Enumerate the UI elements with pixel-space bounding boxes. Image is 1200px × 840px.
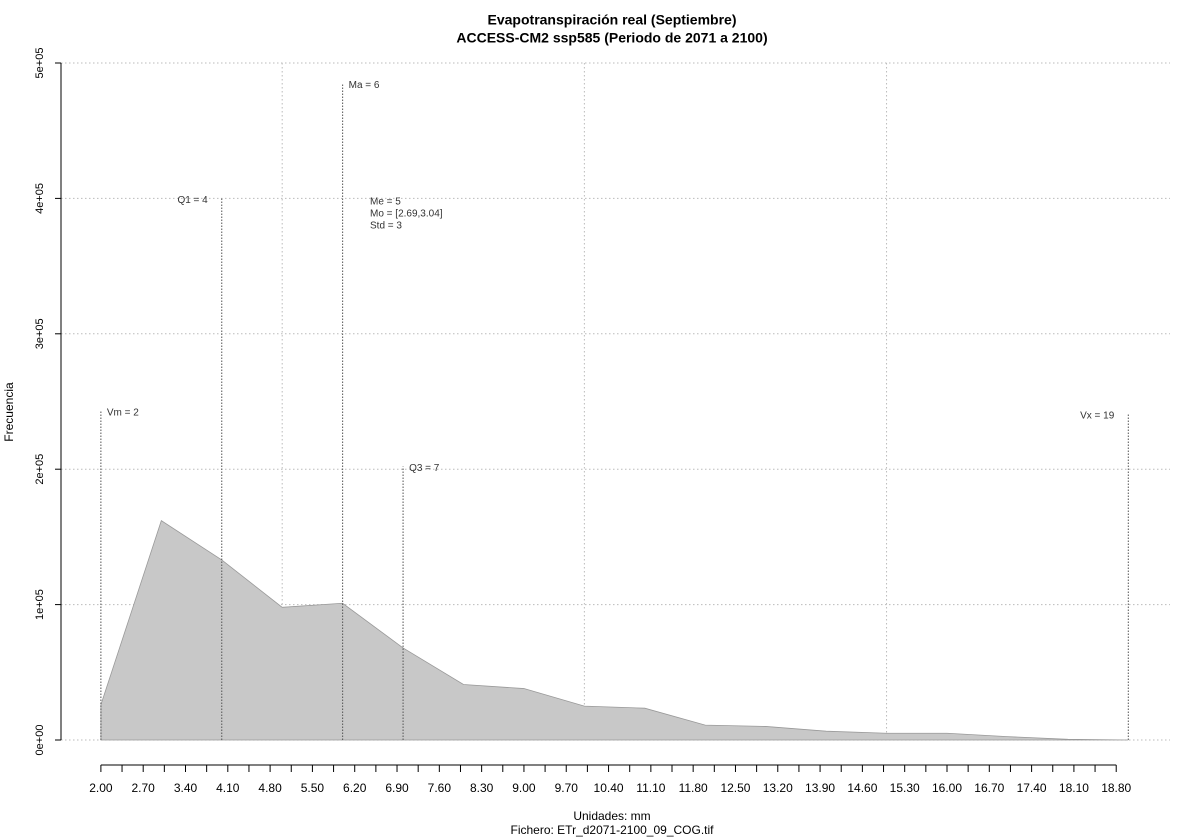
x-tick-label: 8.30 bbox=[470, 781, 494, 795]
footer: Fichero: ETr_d2071-2100_09_COG.tif bbox=[511, 823, 715, 837]
x-tick-label: 7.60 bbox=[428, 781, 452, 795]
x-tick-label: 11.10 bbox=[636, 781, 665, 795]
x-tick-label: 13.90 bbox=[805, 781, 835, 795]
x-tick-label: 2.00 bbox=[89, 781, 113, 795]
chart-title: Evapotranspiración real (Septiembre) bbox=[488, 12, 737, 28]
x-tick-label: 5.50 bbox=[301, 781, 325, 795]
x-tick-label: 17.40 bbox=[1017, 781, 1047, 795]
x-tick-label: 14.60 bbox=[847, 781, 877, 795]
x-tick-label: 10.40 bbox=[594, 781, 624, 795]
x-tick-label: 9.70 bbox=[555, 781, 579, 795]
x-tick-label: 6.90 bbox=[385, 781, 409, 795]
y-tick-label: 4e+05 bbox=[34, 183, 46, 214]
y-tick-label: 5e+05 bbox=[34, 48, 46, 79]
x-tick-label: 15.30 bbox=[890, 781, 920, 795]
reference-label: Q1 = 4 bbox=[177, 195, 208, 206]
y-tick-label: 1e+05 bbox=[34, 589, 46, 620]
x-axis-label: Unidades: mm bbox=[573, 809, 650, 823]
x-tick-label: 16.00 bbox=[932, 781, 962, 795]
stat-text: Std = 3 bbox=[370, 221, 402, 232]
stat-text: Me = 5 bbox=[370, 197, 401, 208]
reference-label: Ma = 6 bbox=[349, 80, 380, 91]
x-tick-label: 11.80 bbox=[679, 781, 708, 795]
x-tick-label: 18.10 bbox=[1059, 781, 1089, 795]
x-tick-label: 16.70 bbox=[974, 781, 1004, 795]
x-tick-label: 6.20 bbox=[343, 781, 367, 795]
stat-text: Mo = [2.69,3.04] bbox=[370, 209, 443, 220]
reference-label: Q3 = 7 bbox=[409, 463, 440, 474]
x-tick-label: 3.40 bbox=[174, 781, 198, 795]
x-tick-label: 4.10 bbox=[216, 781, 240, 795]
y-axis-label: Frecuencia bbox=[2, 382, 16, 442]
area bbox=[100, 520, 1129, 741]
y-tick-label: 2e+05 bbox=[34, 454, 46, 485]
y-tick-label: 3e+05 bbox=[34, 318, 46, 349]
x-tick-label: 13.20 bbox=[763, 781, 793, 795]
x-tick-label: 9.00 bbox=[512, 781, 536, 795]
chart-subtitle: ACCESS-CM2 ssp585 (Periodo de 2071 a 210… bbox=[456, 30, 767, 46]
reference-label: Vx = 19 bbox=[1080, 410, 1115, 421]
x-tick-label: 2.70 bbox=[132, 781, 156, 795]
x-tick-label: 4.80 bbox=[258, 781, 282, 795]
y-tick-label: 0e+00 bbox=[34, 725, 46, 756]
x-tick-label: 18.80 bbox=[1101, 781, 1131, 795]
reference-label: Vm = 2 bbox=[107, 408, 139, 419]
x-tick-label: 12.50 bbox=[720, 781, 750, 795]
